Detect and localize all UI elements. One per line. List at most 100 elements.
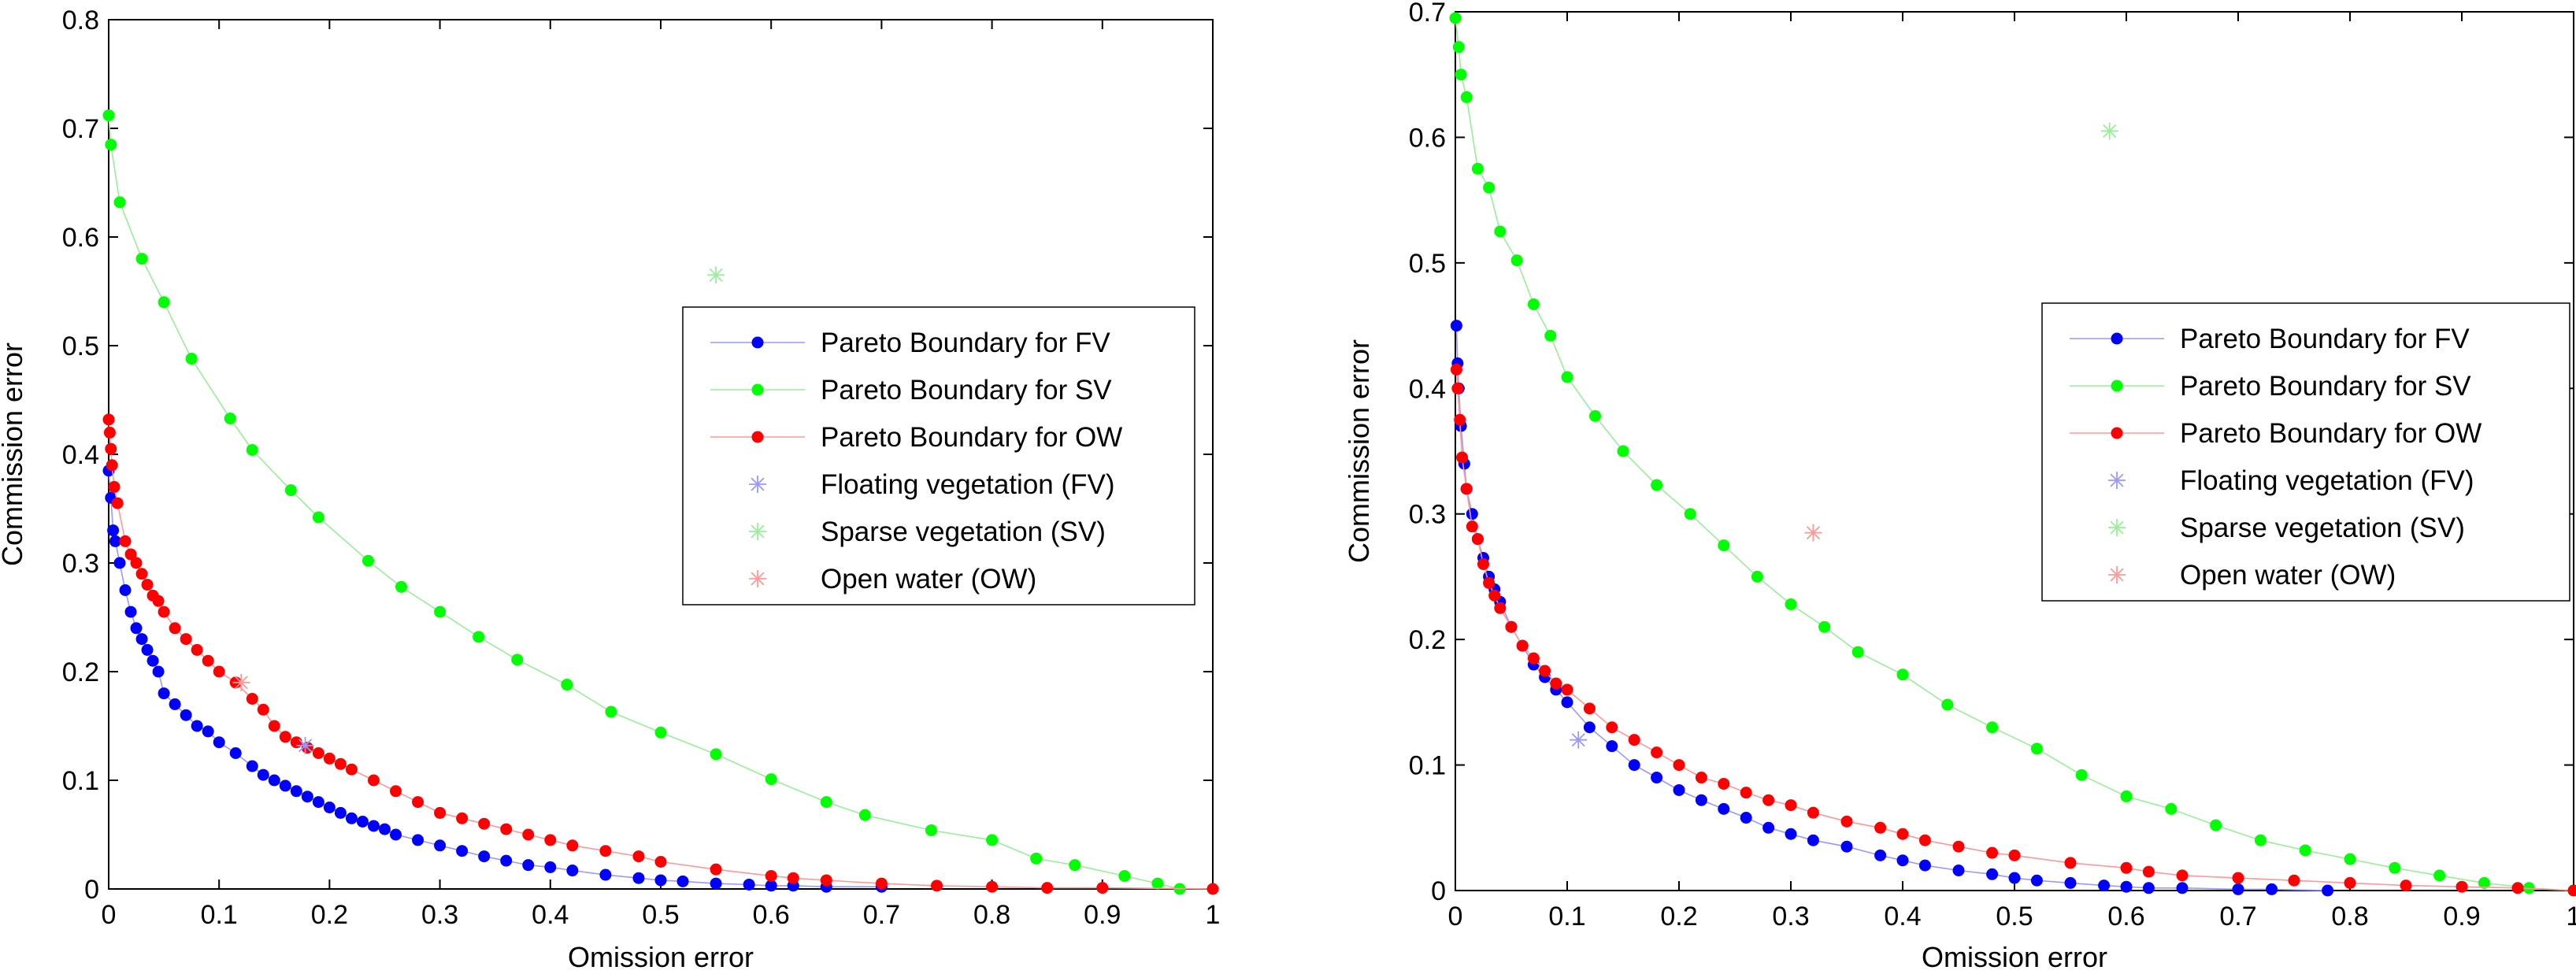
data-point-ow	[544, 834, 557, 846]
legend-item: Floating vegetation (FV)	[749, 469, 1115, 500]
data-point-ow	[290, 736, 302, 749]
data-point-sv	[1544, 329, 1557, 342]
data-point-ow	[1527, 652, 1540, 665]
legend-swatch-star	[2108, 472, 2126, 489]
legend-swatch-star	[749, 476, 766, 493]
data-point-ow	[765, 869, 777, 882]
data-point-ow	[1718, 777, 1730, 790]
y-tick-label: 0.1	[62, 766, 99, 796]
data-point-sv	[858, 809, 871, 821]
data-point-sv	[1651, 479, 1663, 491]
data-point-ow	[108, 480, 120, 493]
data-point-sv	[1751, 570, 1763, 583]
x-tick-label: 0.1	[201, 900, 238, 930]
legend-item: Pareto Boundary for OW	[2070, 418, 2481, 449]
data-point-ow	[390, 785, 402, 798]
data-point-fv	[1874, 849, 1887, 861]
data-point-ow	[1454, 413, 1466, 426]
x-tick-label: 0.6	[753, 900, 790, 930]
y-tick-label: 0.5	[1409, 249, 1446, 279]
data-point-ow	[1450, 363, 1462, 376]
data-point-sv	[1617, 445, 1629, 457]
data-point-sv	[1684, 508, 1696, 520]
data-point-ow	[1952, 840, 1965, 853]
data-point-fv	[2142, 882, 2155, 894]
data-point-fv	[456, 845, 469, 857]
series-ow-star	[1804, 524, 1822, 542]
data-point-ow	[119, 535, 132, 547]
legend-item: Pareto Boundary for SV	[710, 375, 1112, 406]
data-point-sv	[102, 109, 115, 121]
x-tick-label: 0.6	[2107, 902, 2144, 931]
data-point-ow	[412, 796, 424, 809]
data-point-ow	[345, 763, 358, 776]
data-point-fv	[1450, 320, 1462, 332]
legend-swatch-star	[749, 570, 766, 587]
data-point-fv	[1740, 812, 1752, 824]
data-point-sv	[1941, 698, 1954, 711]
data-point-sv	[1449, 12, 1462, 24]
data-point-sv	[1818, 620, 1831, 633]
data-point-sv	[395, 580, 408, 593]
data-point-ow	[2344, 876, 2356, 889]
data-point-fv	[412, 834, 424, 846]
y-axis-title: Commission error	[1343, 339, 1375, 563]
data-point-sv	[434, 606, 447, 618]
data-point-fv	[434, 839, 447, 852]
data-point-sv	[135, 253, 148, 265]
x-tick-label: 1	[1206, 900, 1221, 930]
data-point-sv	[312, 511, 324, 524]
legend-item: Floating vegetation (FV)	[2108, 465, 2474, 496]
legend-label: Floating vegetation (FV)	[821, 469, 1115, 500]
data-point-fv	[2008, 872, 2021, 884]
legend-box	[2041, 302, 2570, 602]
data-point-sv	[1561, 371, 1573, 383]
data-point-ow	[334, 757, 347, 770]
data-point-fv	[257, 768, 269, 781]
data-point-fv	[632, 872, 645, 884]
data-point-ow	[1918, 834, 1931, 846]
y-tick-label: 0.2	[1409, 625, 1446, 655]
y-tick-label: 0	[84, 875, 99, 905]
y-tick-label: 0.6	[62, 223, 99, 253]
data-point-ow	[2288, 874, 2300, 887]
data-point-fv	[2266, 883, 2278, 895]
data-point-ow	[1740, 787, 1752, 799]
data-point-sv	[2030, 743, 2043, 755]
legend-label: Floating vegetation (FV)	[2180, 465, 2474, 496]
data-point-sv	[1460, 91, 1473, 103]
data-point-fv	[544, 861, 557, 873]
y-tick-label: 0.2	[62, 657, 99, 687]
legend-label: Sparse vegetation (SV)	[821, 517, 1106, 547]
data-point-ow	[1561, 683, 1573, 696]
data-point-ow	[654, 856, 667, 868]
data-point-sv	[1455, 69, 1467, 81]
data-point-sv	[2165, 802, 2178, 815]
y-tick-label: 0.3	[1409, 500, 1446, 530]
data-point-fv	[146, 654, 159, 667]
legend-item: Sparse vegetation (SV)	[2108, 513, 2465, 543]
data-point-fv	[130, 622, 143, 635]
data-point-fv	[599, 868, 612, 881]
data-point-sv	[765, 773, 777, 786]
data-point-ow	[124, 548, 137, 561]
data-point-fv	[119, 584, 132, 596]
legend-label: Pareto Boundary for OW	[821, 422, 1122, 453]
data-point-ow	[2511, 882, 2524, 894]
data-point-sv	[605, 706, 617, 718]
data-point-fv	[191, 720, 203, 732]
data-point-ow	[1483, 576, 1496, 589]
data-point-sv	[113, 196, 126, 209]
data-point-ow	[1785, 799, 1797, 812]
data-point-sv	[2210, 819, 2222, 831]
data-point-ow	[2567, 884, 2576, 897]
series-ow-line-dots	[1450, 363, 2576, 897]
data-point-fv	[301, 791, 313, 803]
data-point-fv	[213, 736, 225, 749]
data-point-ow	[820, 874, 832, 887]
legend-label: Sparse vegetation (SV)	[2180, 513, 2465, 543]
data-point-fv	[246, 760, 258, 772]
legend-swatch-dot	[2111, 332, 2123, 345]
data-point-fv	[345, 812, 358, 824]
